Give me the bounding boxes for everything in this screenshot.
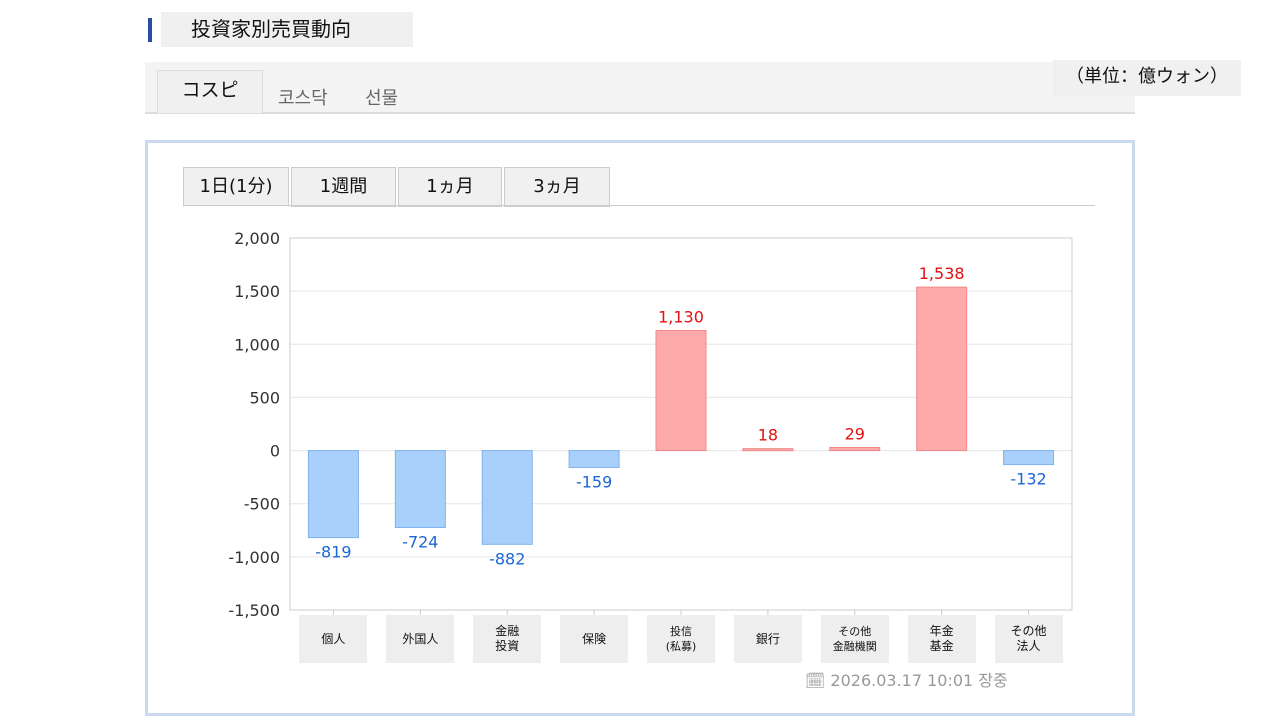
data-label: -724: [402, 533, 438, 552]
x-category-label: 保険: [560, 615, 629, 663]
tab-1month[interactable]: 1ヵ月: [398, 167, 502, 207]
data-label: -159: [576, 472, 612, 491]
market-tabs: コスピ 코스닥 선물: [145, 62, 1135, 114]
bar[interactable]: [916, 286, 968, 452]
tab-futures[interactable]: 선물: [365, 88, 399, 109]
clock-icon: 🗓: [805, 671, 831, 690]
tab-kosdaq[interactable]: 코스닥: [278, 88, 328, 109]
x-category-label: 投信 (私募): [647, 615, 715, 663]
bar[interactable]: [742, 448, 794, 452]
title-marker: [148, 18, 152, 42]
tab-kospi[interactable]: コスピ: [157, 70, 263, 113]
data-label: 29: [845, 424, 865, 443]
y-tick-label: 1,000: [234, 335, 280, 354]
y-tick-label: 500: [249, 388, 280, 407]
tab-1day[interactable]: 1日(1分): [183, 167, 289, 207]
x-category-label: 外国人: [386, 615, 455, 663]
bar[interactable]: [1003, 450, 1055, 466]
x-category-label: 年金 基金: [907, 615, 976, 663]
bar[interactable]: [481, 450, 533, 545]
bar[interactable]: [394, 450, 446, 529]
data-label: 1,130: [658, 307, 704, 326]
unit-label: （単位：億ウォン）: [1053, 60, 1241, 96]
bar[interactable]: [655, 329, 707, 452]
y-tick-label: -500: [244, 495, 280, 514]
data-label: -882: [489, 549, 525, 568]
bar[interactable]: [829, 446, 881, 452]
x-category-label: その他 法人: [994, 615, 1063, 663]
timestamp: 🗓 2026.03.17 10:01 장중: [805, 667, 1008, 691]
x-category-label: 銀行: [733, 615, 802, 663]
timestamp-text: 2026.03.17 10:01 장중: [830, 671, 1008, 690]
data-label: -132: [1010, 470, 1046, 489]
x-category-label: 個人: [299, 615, 368, 663]
y-tick-label: 2,000: [234, 229, 280, 248]
bar[interactable]: [307, 450, 359, 539]
tab-1week[interactable]: 1週間: [291, 167, 396, 207]
x-category-label: 金融 投資: [473, 615, 542, 663]
y-tick-label: 1,500: [234, 282, 280, 301]
data-label: 1,538: [919, 264, 965, 283]
data-label: 18: [758, 426, 778, 445]
x-category-label: その他 金融機関: [820, 615, 889, 663]
data-label: -819: [315, 543, 351, 562]
tab-3month[interactable]: 3ヵ月: [504, 167, 610, 207]
tab-divider: [183, 205, 1095, 206]
bar[interactable]: [568, 450, 620, 468]
y-tick-label: -1,500: [228, 601, 280, 620]
y-tick-label: 0: [270, 442, 280, 461]
page-title: 投資家別売買動向: [161, 12, 413, 47]
y-tick-label: -1,000: [228, 548, 280, 567]
